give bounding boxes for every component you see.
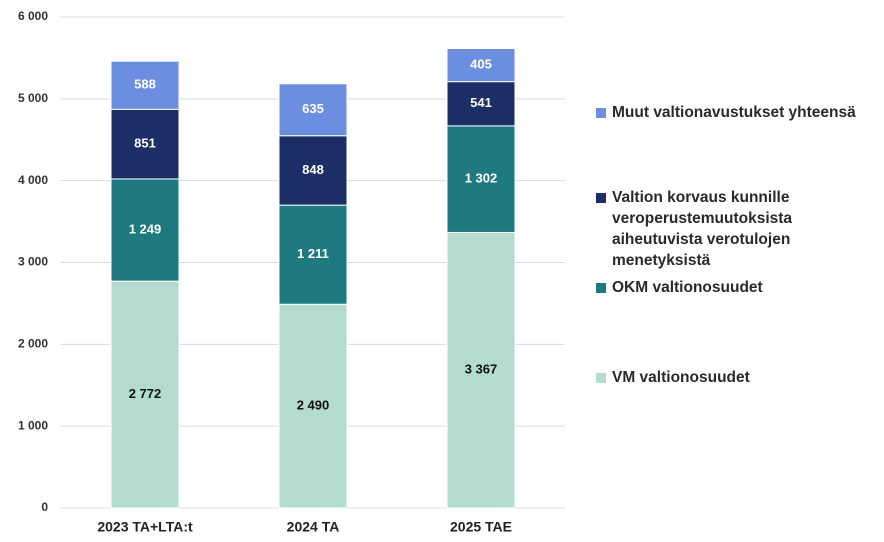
value-label: 2 772: [129, 386, 162, 401]
bar-segment: [446, 125, 516, 233]
bar-segment: [446, 231, 516, 509]
y-tick-label: 1 000: [18, 418, 48, 432]
bar-segment: [446, 48, 516, 83]
value-label: 3 367: [465, 362, 498, 377]
x-tick-label: 2025 TAE: [450, 519, 512, 535]
bar-segment: [446, 81, 516, 127]
bar-segment: [110, 178, 180, 282]
value-label: 851: [134, 136, 156, 151]
y-tick-label: 0: [41, 500, 48, 514]
legend-swatch: [596, 283, 606, 293]
legend-label: Muut valtionavustukset yhteensä: [612, 104, 856, 121]
legend-swatch: [596, 193, 606, 203]
bar-segment: [278, 303, 348, 509]
y-tick-label: 2 000: [18, 337, 48, 351]
x-tick-label: 2023 TA+LTA:t: [97, 519, 193, 535]
legend-label: Valtion korvaus kunnille veroperustemuut…: [612, 189, 793, 269]
legend-label: VM valtionosuudet: [612, 369, 750, 386]
y-tick-label: 4 000: [18, 173, 48, 187]
bar-segment: [278, 83, 348, 137]
value-label: 635: [302, 101, 324, 116]
bar-segment: [110, 108, 180, 180]
value-label: 1 211: [297, 246, 329, 261]
value-label: 405: [470, 57, 492, 72]
value-label: 1 302: [465, 171, 498, 186]
value-label: 2 490: [297, 398, 330, 413]
value-label: 848: [302, 162, 324, 177]
legend-swatch: [596, 108, 606, 118]
bar-segment: [278, 204, 348, 305]
value-label: 1 249: [129, 221, 162, 236]
y-tick-label: 3 000: [18, 255, 48, 269]
bar-segment: [278, 135, 348, 206]
value-label: 541: [470, 95, 492, 110]
value-label: 588: [134, 77, 156, 92]
bar-segment: [110, 60, 180, 110]
x-tick-label: 2024 TA: [287, 519, 340, 535]
legend-swatch: [596, 373, 606, 383]
legend-label: OKM valtionosuudet: [612, 279, 763, 296]
y-tick-label: 6 000: [18, 9, 48, 23]
y-tick-label: 5 000: [18, 91, 48, 105]
bar-segment: [110, 280, 180, 509]
